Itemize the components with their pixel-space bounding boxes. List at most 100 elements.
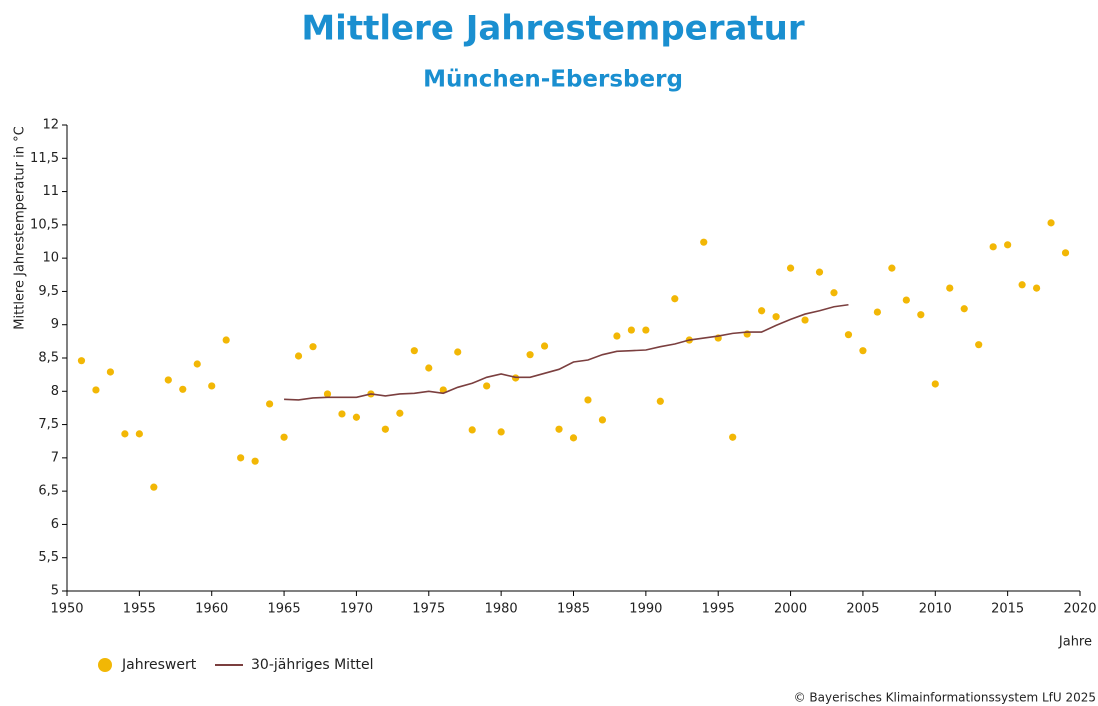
x-tick-label: 1970 [340,602,373,617]
chart-title: Mittlere Jahrestemperatur [301,9,805,49]
point [208,382,216,390]
x-tick-label: 1995 [702,602,735,617]
point [613,332,621,340]
x-tick-label: 1955 [123,602,156,617]
y-tick-label: 8 [51,384,59,399]
point [179,385,187,393]
y-tick-label: 10 [42,251,59,266]
point [569,434,578,442]
point [671,295,679,303]
point [526,351,534,359]
point [92,386,100,394]
point [946,284,954,292]
y-axis-label: Mittlere Jahrestemperatur in °C [13,126,28,329]
point [77,357,86,365]
y-tick-label: 6,5 [38,484,59,499]
point [121,430,129,438]
point [338,410,346,418]
point [454,348,462,356]
x-tick-label: 1950 [50,602,83,617]
point [280,433,288,441]
y-tick-label: 9 [51,317,59,332]
point [873,308,882,316]
legend-swatch [98,658,112,672]
point [931,380,939,388]
y-tick-label: 11,5 [30,151,59,166]
point [1032,284,1041,292]
point [381,425,389,433]
source: © Bayerisches Klimainformationssystem Lf… [794,691,1096,705]
point [1018,281,1026,289]
x-tick-label: 2005 [846,602,879,617]
x-tick-label: 1980 [485,602,518,617]
point [323,390,332,398]
point [844,331,853,339]
y-tick-label: 5 [51,584,59,599]
point [917,311,925,319]
point [758,307,766,315]
point [555,425,563,433]
y-tick-label: 9,5 [38,284,59,299]
point [135,430,143,438]
y-tick-label: 7 [51,450,59,465]
point [193,360,201,368]
point [830,289,838,297]
chart-subtitle: München-Ebersberg [423,67,683,93]
x-axis-label: Jahre [1058,635,1092,650]
point [642,326,650,334]
x-tick-label: 1960 [195,602,228,617]
x-tick-label: 2010 [919,602,952,617]
point [1004,241,1012,249]
x-tick-label: 2015 [991,602,1024,617]
point [266,400,274,408]
point [396,409,404,417]
point [772,313,780,321]
point [656,397,664,405]
x-tick-label: 1965 [268,602,301,617]
legend-label: Jahreswert [121,657,197,673]
point [483,382,491,390]
x-tick-label: 2020 [1063,602,1096,617]
y-tick-label: 6 [51,517,59,532]
x-tick-label: 2000 [774,602,807,617]
point [468,426,476,434]
point [237,454,245,462]
point [425,364,433,372]
point [975,341,983,349]
point [801,316,809,324]
point [627,326,635,334]
x-tick-label: 1985 [557,602,590,617]
point [410,347,418,355]
point [164,376,172,384]
y-tick-label: 5,5 [38,550,59,565]
x-tick-label: 1990 [629,602,662,617]
point [251,457,259,465]
point [598,416,607,424]
point [352,413,361,421]
point [540,342,549,350]
point [1061,249,1070,257]
point [859,347,867,355]
point [815,268,824,276]
point [106,368,115,376]
point [150,483,158,491]
point [309,343,317,351]
x-tick-label: 1975 [412,602,445,617]
point [294,352,303,360]
point [497,428,505,436]
point [989,243,997,251]
y-tick-label: 12 [42,118,59,133]
mean-line [284,303,849,401]
y-tick-label: 7,5 [38,417,59,432]
point [786,264,795,272]
y-tick-label: 8,5 [38,351,59,366]
point [1047,219,1055,227]
legend-label: 30-jähriges Mittel [251,657,374,673]
point [584,396,592,404]
y-tick-label: 11 [42,184,59,199]
point [222,336,230,344]
point [729,433,737,441]
y-tick-label: 10,5 [30,217,59,232]
point [960,305,968,313]
